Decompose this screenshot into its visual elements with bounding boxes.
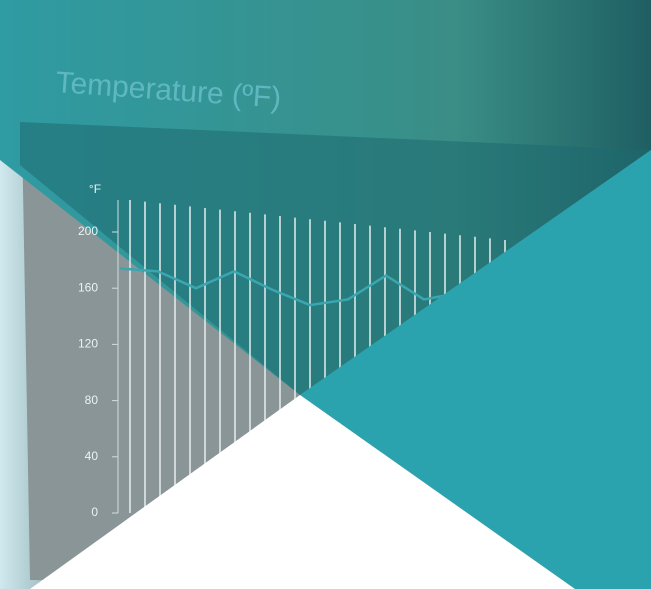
y-tick-label: 160 <box>78 280 98 294</box>
y-tick-label: 0 <box>91 505 98 519</box>
y-unit-label: °F <box>89 182 101 196</box>
y-tick-label: 40 <box>85 449 99 463</box>
teal-triangle <box>300 150 651 589</box>
chart-band <box>20 122 651 395</box>
y-tick-label: 200 <box>78 224 98 238</box>
y-tick-label: 80 <box>85 393 99 407</box>
y-tick-label: 120 <box>78 337 98 351</box>
line-series <box>119 267 501 307</box>
white-triangle <box>30 395 575 589</box>
